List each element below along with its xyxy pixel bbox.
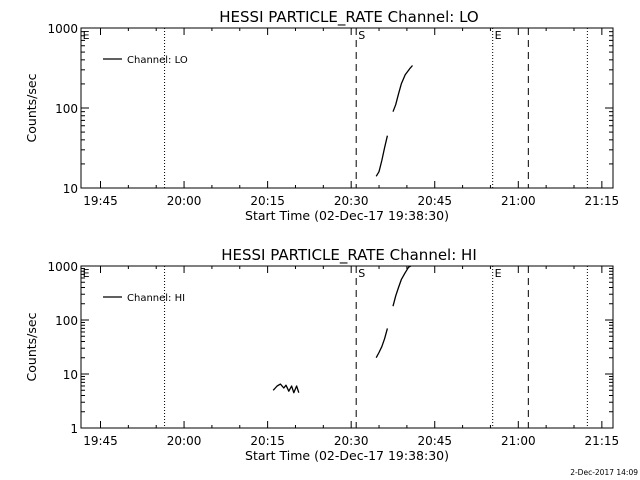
x-tick-label-lo: 21:00 (501, 194, 536, 208)
x-tick-label-hi: 19:45 (83, 434, 118, 448)
x-tick-label-hi: 21:15 (585, 434, 620, 448)
series-line-hi (272, 383, 300, 394)
y-axis-label-hi: Counts/sec (24, 312, 39, 381)
series-line-lo (392, 65, 413, 112)
plot-frame-hi (80, 265, 614, 429)
marker-label-hi: E (495, 267, 502, 280)
legend-label-hi: Channel: HI (127, 293, 185, 304)
marker-label-lo: E (495, 29, 502, 42)
x-tick-label-lo: 20:00 (167, 194, 202, 208)
chart-title-hi: HESSI PARTICLE_RATE Channel: HI (221, 246, 477, 265)
x-tick-label-lo: 21:15 (585, 194, 620, 208)
plot-frame-lo (80, 27, 614, 189)
y-tick-label-lo: 1000 (47, 22, 78, 36)
x-tick-label-lo: 20:30 (334, 194, 369, 208)
x-axis-label-lo: Start Time (02-Dec-17 19:38:30) (245, 208, 449, 223)
y-tick-label-lo: 10 (63, 182, 78, 196)
x-axis-label-hi: Start Time (02-Dec-17 19:38:30) (245, 448, 449, 463)
x-tick-label-hi: 20:15 (250, 434, 285, 448)
series-line-lo (375, 135, 389, 177)
chart-panel-hi: HESSI PARTICLE_RATE Channel: HI 19:45 20:0… (24, 246, 619, 463)
legend-label-lo: Channel: LO (127, 55, 188, 66)
corner-marker-label-hi: E (83, 267, 90, 280)
plot-timestamp: 2-Dec-2017 14:09 (570, 468, 638, 477)
x-tick-label-hi: 20:45 (417, 434, 452, 448)
x-tick-label-lo: 20:45 (417, 194, 452, 208)
x-tick-label-lo: 20:15 (250, 194, 285, 208)
y-axis-label-lo: Counts/sec (24, 73, 39, 142)
series-line-hi (392, 265, 412, 307)
corner-marker-label-lo: E (83, 29, 90, 42)
y-tick-label-hi: 1000 (47, 260, 78, 274)
y-tick-label-hi: 10 (63, 368, 78, 382)
x-tick-label-hi: 20:30 (334, 434, 369, 448)
chart-panel-lo: HESSI PARTICLE_RATE Channel: LO 19:45 20:0… (24, 8, 619, 223)
y-tick-label-lo: 100 (55, 102, 78, 116)
marker-label-hi: S (358, 267, 365, 280)
x-tick-label-hi: 20:00 (167, 434, 202, 448)
chart-title-lo: HESSI PARTICLE_RATE Channel: LO (219, 8, 478, 27)
marker-label-lo: S (358, 29, 365, 42)
y-tick-label-hi: 1 (70, 422, 78, 436)
y-tick-label-hi: 100 (55, 314, 78, 328)
x-tick-label-lo: 19:45 (83, 194, 118, 208)
series-line-hi (375, 328, 389, 359)
x-tick-label-hi: 21:00 (501, 434, 536, 448)
